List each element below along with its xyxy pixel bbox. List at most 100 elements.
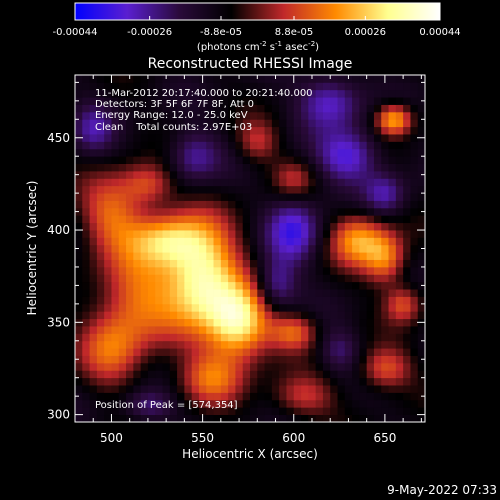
heatmap-cell [344,244,353,253]
heatmap-cell [177,200,185,209]
heatmap-cell [395,392,404,401]
heatmap-cell [184,134,193,142]
heatmap-cell [118,215,127,224]
heatmap-cell [147,193,156,201]
heatmap-cell [96,326,105,334]
heatmap-cell [271,141,280,150]
heatmap-cell [388,193,397,201]
heatmap-cell [162,407,171,416]
heatmap-cell [235,303,244,312]
heatmap-cell [352,193,360,201]
heatmap-cell [257,377,265,386]
heatmap-cell [206,348,214,356]
heatmap-cell [301,355,309,364]
heatmap-cell [395,170,404,179]
heatmap-cell [96,244,105,253]
heatmap-cell [206,259,214,268]
heatmap-cell [293,385,302,393]
heatmap-cell [315,141,324,150]
annotation-time-range: 11-Mar-2012 20:17:40.000 to 20:21:40.000 [95,88,313,99]
heatmap-cell [366,230,375,238]
heatmap-cell [388,370,397,379]
heatmap-cell [220,207,229,216]
heatmap-cell [279,399,287,408]
heatmap-cell [352,170,360,179]
heatmap-cell [111,311,120,320]
heatmap-cell [162,111,171,120]
heatmap-cell [417,370,426,379]
heatmap-cell [344,333,353,342]
heatmap-cell [228,311,236,320]
heatmap-cell [395,75,404,83]
heatmap-cell [140,252,149,260]
heatmap-cell [118,407,127,416]
heatmap-cell [89,244,98,253]
heatmap-cell [140,185,149,194]
heatmap-cell [111,392,120,401]
heatmap-cell [308,156,317,164]
heatmap-cell [286,207,295,216]
heatmap-cell [213,274,222,283]
heatmap-cell [111,134,120,142]
heatmap-cell [279,333,287,342]
heatmap-cell [96,126,105,135]
heatmap-cell [381,185,389,194]
heatmap-cell [118,193,127,201]
heatmap-cell [213,237,222,246]
heatmap-cell [359,119,368,128]
heatmap-cell [301,407,309,416]
heatmap-cell [257,97,265,105]
heatmap-cell [147,237,156,246]
heatmap-cell [395,281,404,290]
heatmap-cell [228,200,236,209]
heatmap-cell [184,318,193,327]
heatmap-cell [417,252,426,260]
heatmap-cell [206,392,214,401]
heatmap-cell [228,318,236,327]
heatmap-cell [308,399,317,408]
heatmap-cell [213,82,222,91]
heatmap-cell [213,340,222,349]
heatmap-cell [96,111,105,120]
heatmap-cell [250,385,258,393]
heatmap-cell [111,289,120,297]
heatmap-cell [235,244,244,253]
heatmap-cell [89,355,98,364]
heatmap-cell [366,377,375,386]
heatmap-cell [111,333,120,342]
heatmap-cell [344,370,353,379]
heatmap-cell [235,111,244,120]
heatmap-cell [82,333,90,342]
heatmap-cell [279,163,287,172]
heatmap-cell [308,333,317,342]
heatmap-cell [162,82,171,91]
heatmap-cell [315,303,324,312]
heatmap-cell [315,119,324,128]
heatmap-cell [198,377,207,386]
heatmap-cell [177,289,185,297]
heatmap-cell [155,148,163,157]
heatmap-cell [359,141,368,150]
heatmap-cell [395,274,404,283]
heatmap-cell [184,392,193,401]
heatmap-cell [322,134,331,142]
heatmap-cell [388,333,397,342]
heatmap-cell [177,399,185,408]
heatmap-cell [410,75,419,83]
colorbar-ticks: -0.00044 -0.00026 -8.8e-05 8.8e-05 0.00026 0.… [53,16,461,38]
heatmap-cell [118,333,127,342]
heatmap-cell [301,163,309,172]
heatmap-cell [111,170,120,179]
heatmap-cell [366,119,375,128]
heatmap-cell [271,148,280,157]
heatmap-cell [403,348,411,356]
heatmap-cell [126,362,134,371]
heatmap-cell [344,362,353,371]
heatmap-cell [337,407,346,416]
heatmap-cell [155,119,163,128]
heatmap-cell [344,296,353,305]
heatmap-cell [286,414,295,423]
heatmap-cell [169,104,178,113]
heatmap-cell [359,333,368,342]
heatmap-cell [257,170,265,179]
